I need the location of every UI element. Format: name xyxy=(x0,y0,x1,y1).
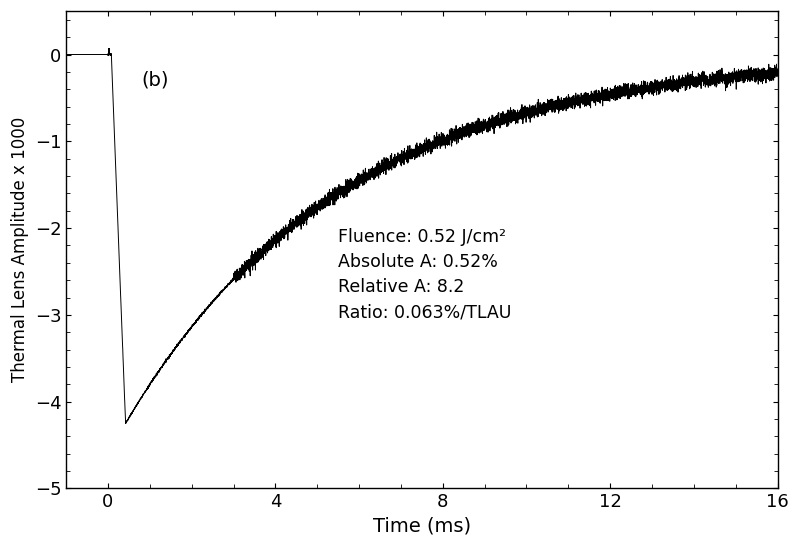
Y-axis label: Thermal Lens Amplitude x 1000: Thermal Lens Amplitude x 1000 xyxy=(11,117,29,382)
X-axis label: Time (ms): Time (ms) xyxy=(373,517,471,536)
Text: (b): (b) xyxy=(142,70,169,89)
Text: Fluence: 0.52 J/cm²
Absolute A: 0.52%
Relative A: 8.2
Ratio: 0.063%/TLAU: Fluence: 0.52 J/cm² Absolute A: 0.52% Re… xyxy=(338,228,511,321)
